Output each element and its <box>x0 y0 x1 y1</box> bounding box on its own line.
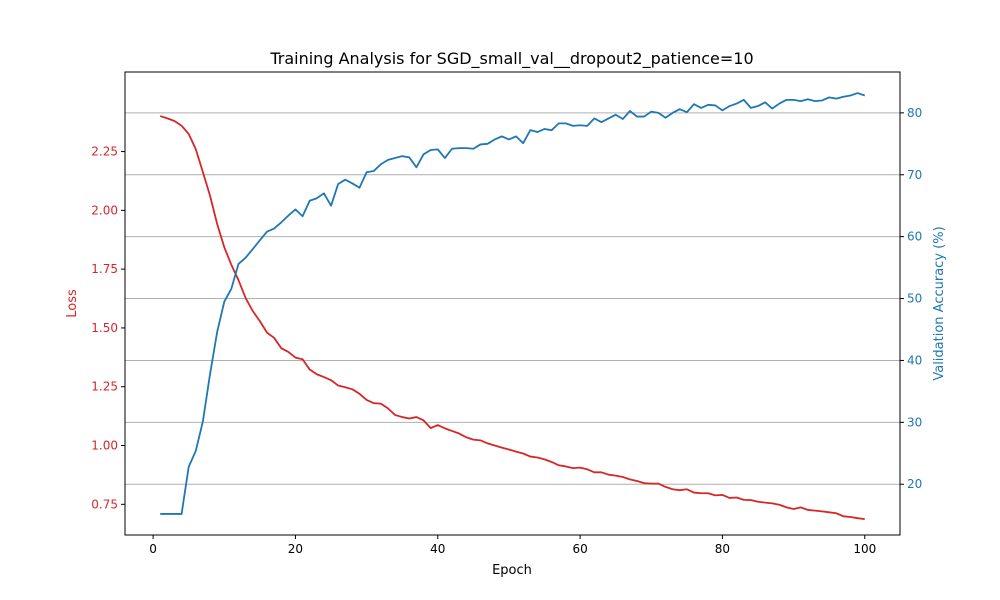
x-tick-label: 60 <box>572 542 587 556</box>
right-tick-label: 80 <box>907 106 922 120</box>
right-tick-label: 60 <box>907 230 922 244</box>
right-tick-label: 40 <box>907 353 922 367</box>
left-tick-label: 2.25 <box>91 145 118 159</box>
left-axis-ticks: 0.75 1.00 1.25 1.50 1.75 2.00 2.25 <box>91 145 125 511</box>
x-tick-label: 100 <box>853 542 876 556</box>
x-tick-label: 20 <box>288 542 303 556</box>
grid-lines <box>125 112 900 485</box>
right-tick-label: 30 <box>907 415 922 429</box>
left-y-axis-label: Loss <box>65 289 80 318</box>
x-tick-label: 40 <box>430 542 445 556</box>
left-tick-label: 1.75 <box>91 262 118 276</box>
right-y-axis-label: Validation Accuracy (%) <box>932 226 947 380</box>
right-axis-ticks: 20 30 40 50 60 70 80 <box>900 106 922 491</box>
x-axis-label: Epoch <box>492 563 532 578</box>
right-tick-label: 50 <box>907 292 922 306</box>
x-tick-label: 0 <box>149 542 157 556</box>
right-tick-label: 20 <box>907 477 922 491</box>
plot-frame <box>124 71 901 536</box>
left-tick-label: 0.75 <box>91 497 118 511</box>
left-tick-label: 1.25 <box>91 380 118 394</box>
loss-line <box>159 115 865 521</box>
chart-title: Training Analysis for SGD_small_val__dro… <box>269 49 753 69</box>
left-tick-label: 2.00 <box>91 203 118 217</box>
x-axis-ticks: 0 20 40 60 80 100 <box>149 535 876 556</box>
left-tick-label: 1.00 <box>91 439 118 453</box>
left-tick-label: 1.50 <box>91 321 118 335</box>
series-layer <box>159 92 866 521</box>
validation-accuracy-line <box>160 92 866 515</box>
right-tick-label: 70 <box>907 168 922 182</box>
x-tick-label: 80 <box>715 542 730 556</box>
